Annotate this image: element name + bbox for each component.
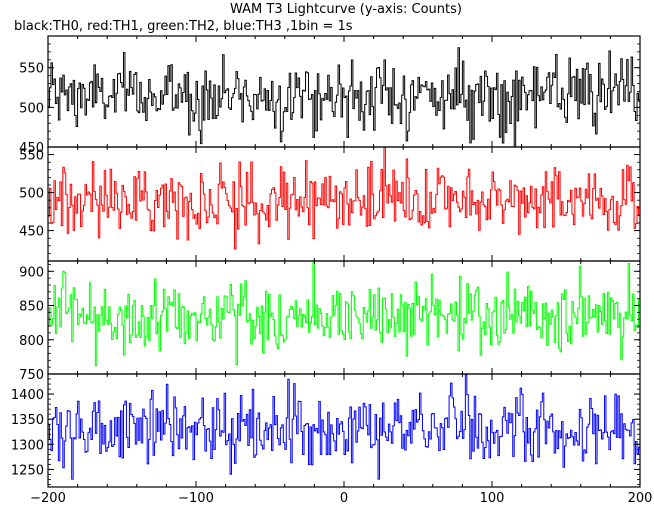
y-tick-label: 550 — [19, 149, 44, 164]
panel-th2: 750 800 850 900 — [19, 260, 641, 383]
y-tick-label: 450 — [19, 225, 44, 240]
y-tick-label: 1250 — [11, 463, 44, 478]
series-line-th1 — [48, 147, 640, 250]
panel-th3: 1250 1300 1350 1400 — [11, 373, 641, 488]
x-tick-label: 200 — [628, 491, 653, 505]
panel-th1: 450 500 550 — [19, 146, 641, 262]
y-tick-label: 1400 — [11, 388, 44, 403]
x-tick-label: −200 — [30, 491, 66, 505]
x-tick-label: 0 — [340, 491, 348, 505]
y-tick-label: 850 — [19, 300, 44, 315]
series-line-th2 — [48, 261, 640, 366]
x-tick-label: 100 — [480, 491, 505, 505]
x-tick-label: −100 — [178, 491, 214, 505]
y-tick-label: 500 — [19, 101, 44, 116]
y-tick-label: 900 — [19, 265, 44, 280]
y-tick-label: 800 — [19, 334, 44, 349]
y-tick-label: 1300 — [11, 438, 44, 453]
chart-title: WAM T3 Lightcurve (y-axis: Counts) — [230, 2, 462, 17]
panel-th0: 450 500 550 — [19, 35, 641, 156]
x-axis: −200 −100 0 100 200 — [30, 491, 652, 505]
panels-group: 4505005504505005507508008509001250130013… — [11, 35, 641, 488]
series-line-th3 — [48, 374, 640, 480]
y-tick-label: 750 — [19, 368, 44, 383]
y-tick-label: 550 — [19, 62, 44, 77]
chart-subtitle: black:TH0, red:TH1, green:TH2, blue:TH3 … — [14, 19, 353, 34]
y-tick-label: 450 — [19, 141, 44, 156]
y-tick-label: 500 — [19, 187, 44, 202]
y-tick-label: 1350 — [11, 413, 44, 428]
series-line-th0 — [48, 47, 640, 147]
